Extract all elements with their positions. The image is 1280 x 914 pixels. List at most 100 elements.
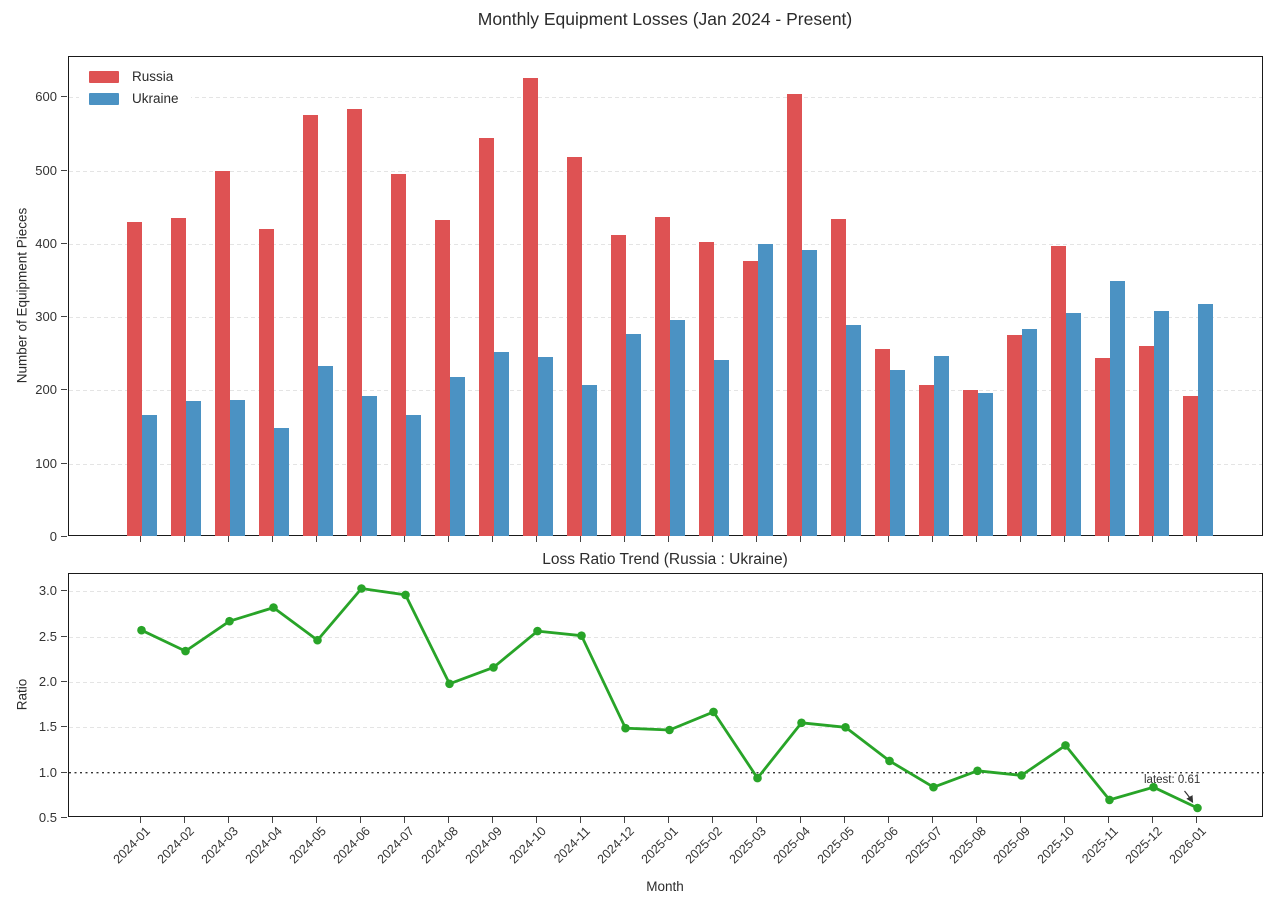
y-tick-mark [61, 590, 67, 592]
bar-ukraine-2025-07 [933, 355, 949, 536]
bar-russia-2025-12 [1138, 345, 1154, 536]
x-tick-mark [272, 536, 273, 542]
ratio-point-2024-01 [137, 625, 146, 635]
bar-russia-2025-05 [830, 218, 846, 536]
ratio-point-2025-05 [841, 723, 850, 732]
y-tick-label: 0 [49, 529, 57, 544]
x-tick-mark [448, 536, 449, 542]
y-tick-mark [61, 169, 67, 171]
bar-russia-2025-02 [698, 241, 714, 536]
bar-ukraine-2025-04 [801, 250, 817, 536]
bar-ukraine-2026-01 [1197, 303, 1213, 536]
bar-ukraine-2024-11 [581, 385, 597, 536]
x-tick-mark [1108, 536, 1109, 542]
x-tick-mark [668, 817, 669, 823]
russia-color-swatch [89, 71, 119, 83]
x-tick-mark [624, 536, 625, 542]
x-tick-mark [1196, 536, 1197, 542]
ratio-point-2025-03 [753, 773, 762, 783]
x-tick-mark [624, 817, 625, 823]
gridline [69, 681, 1262, 683]
ratio-point-2024-12 [621, 723, 630, 733]
bar-ukraine-2024-12 [625, 334, 641, 536]
bar-russia-2024-01 [126, 221, 142, 536]
x-tick-mark [492, 817, 493, 823]
legend-item-russia: Russia [89, 69, 179, 85]
bar-russia-2024-10 [522, 77, 538, 536]
x-tick-mark [932, 536, 933, 542]
ratio-point-2025-12 [1149, 782, 1158, 792]
x-tick-mark [888, 536, 889, 542]
bar-ukraine-2024-07 [405, 414, 421, 536]
line-chart-plot-area [68, 573, 1264, 817]
bar-ukraine-2025-01 [669, 320, 685, 536]
ratio-point-2024-07 [401, 590, 410, 600]
legend: Russia Ukraine [79, 62, 191, 114]
latest-ratio-annotation: latest: 0.61 [1144, 774, 1201, 786]
bar-russia-2024-05 [302, 114, 318, 536]
y-tick-label: 2.5 [38, 628, 57, 644]
x-tick-mark [536, 817, 537, 823]
x-tick-mark [1064, 817, 1065, 823]
x-tick-mark [712, 817, 713, 823]
y-tick-mark [61, 96, 67, 98]
ratio-point-2025-04 [797, 718, 806, 728]
x-tick-mark [580, 536, 581, 542]
ratio-point-2025-10 [1061, 741, 1070, 750]
x-tick-mark [492, 536, 493, 542]
x-tick-mark [1020, 536, 1021, 542]
bar-russia-2024-04 [258, 229, 274, 536]
x-tick-mark [316, 817, 317, 823]
y-tick-mark [61, 242, 67, 244]
x-tick-mark [140, 536, 141, 542]
ratio-point-2024-10 [533, 626, 542, 636]
ratio-point-2024-06 [357, 584, 366, 593]
bar-russia-2024-08 [434, 219, 450, 536]
bar-ukraine-2024-09 [493, 352, 509, 536]
x-tick-mark [140, 817, 141, 823]
annotation-arrow [1184, 790, 1194, 804]
line-chart-title: Loss Ratio Trend (Russia : Ukraine) [542, 551, 788, 568]
bar-russia-2024-12 [610, 235, 626, 536]
x-tick-mark [756, 817, 757, 823]
x-tick-mark [976, 817, 977, 823]
ratio-point-2025-08 [973, 766, 982, 776]
ratio-point-2024-02 [181, 646, 190, 656]
x-tick-mark [272, 817, 273, 823]
y-tick-mark [61, 536, 67, 537]
y-tick-mark [61, 462, 67, 464]
x-tick-mark [668, 536, 669, 542]
y-tick-mark [61, 316, 67, 318]
bar-ukraine-2024-03 [229, 399, 245, 536]
gridline [69, 97, 1262, 99]
ratio-point-2024-05 [313, 635, 322, 645]
x-tick-mark [448, 817, 449, 823]
y-tick-mark [61, 635, 67, 637]
gridline [69, 591, 1262, 593]
x-tick-mark [360, 536, 361, 542]
y-tick-label: 3.0 [38, 583, 57, 599]
gridline [69, 727, 1262, 729]
gridline [69, 636, 1262, 638]
bar-russia-2024-02 [170, 218, 186, 536]
x-tick-mark [756, 536, 757, 542]
ratio-point-2024-09 [489, 663, 498, 672]
bar-russia-2025-01 [654, 217, 670, 536]
y-tick-mark [61, 680, 67, 682]
bar-ukraine-2024-01 [141, 414, 157, 536]
legend-label-ukraine: Ukraine [132, 91, 179, 106]
x-tick-mark [888, 817, 889, 823]
y-tick-label: 300 [35, 309, 57, 325]
x-tick-mark [404, 536, 405, 542]
y-tick-mark [61, 771, 67, 773]
y-tick-mark [61, 726, 67, 728]
x-tick-mark [536, 536, 537, 542]
bar-ukraine-2024-06 [361, 395, 377, 536]
x-tick-mark [404, 817, 405, 823]
ukraine-color-swatch [89, 93, 119, 105]
bar-russia-2025-06 [874, 348, 890, 536]
bar-ukraine-2024-10 [537, 357, 553, 536]
x-tick-mark [800, 817, 801, 823]
legend-label-russia: Russia [132, 69, 174, 84]
bar-ukraine-2024-05 [317, 365, 333, 536]
